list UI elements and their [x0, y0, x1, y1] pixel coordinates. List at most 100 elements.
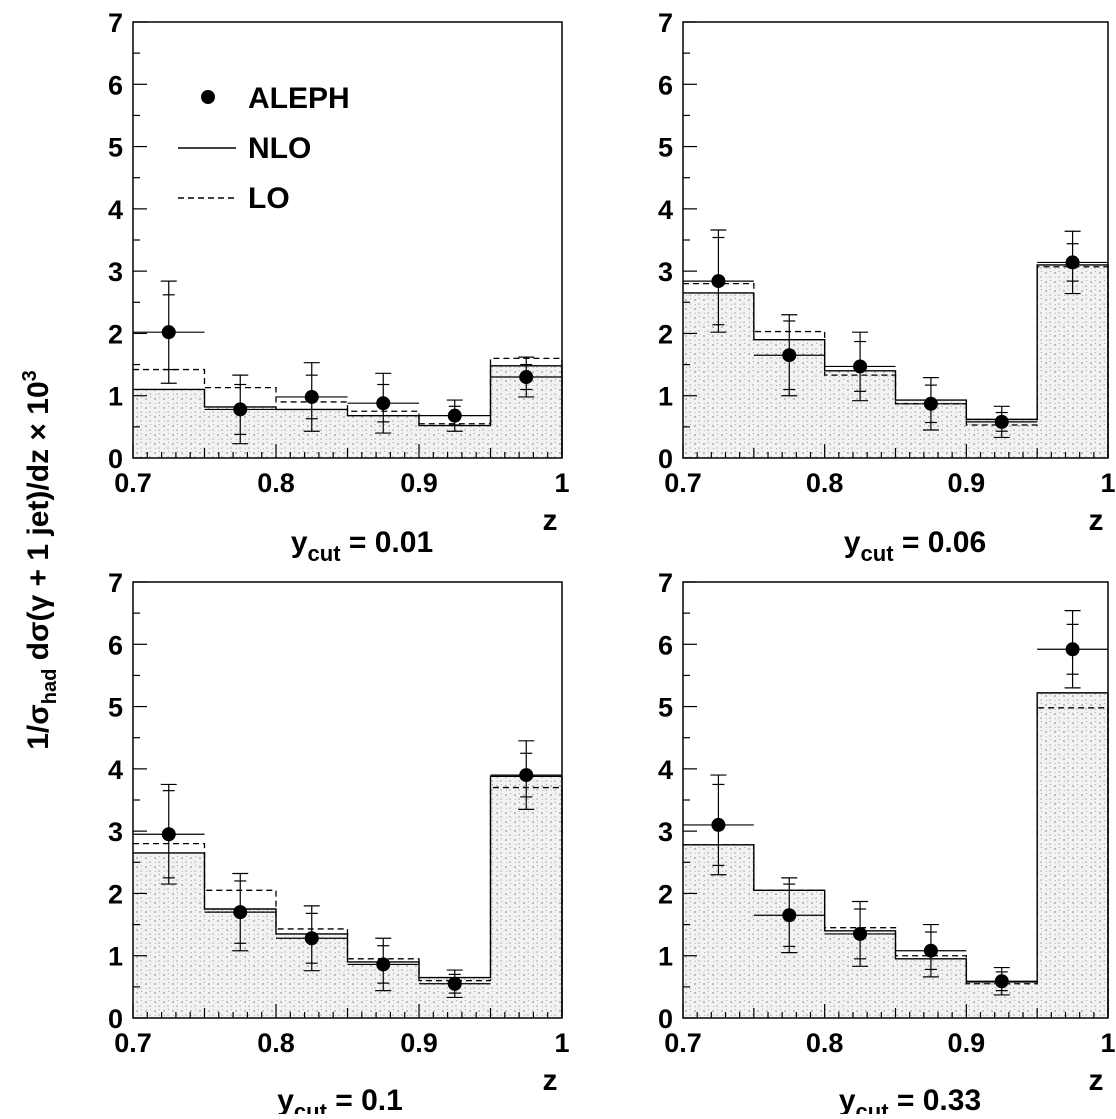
- aleph-marker: [304, 389, 319, 404]
- x-tick-label: 0.9: [948, 468, 986, 498]
- x-tick-label: 0.7: [114, 1028, 152, 1058]
- aleph-point: [276, 905, 348, 972]
- aleph-marker: [519, 768, 534, 783]
- aleph-point: [347, 937, 419, 992]
- aleph-point: [133, 783, 205, 885]
- aleph-point: [966, 966, 1038, 996]
- aleph-point: [1037, 610, 1108, 689]
- x-axis-title: z: [1089, 504, 1104, 537]
- aleph-point: [419, 399, 491, 432]
- x-tick-label: 0.8: [806, 468, 844, 498]
- y-tick-label: 2: [108, 319, 123, 349]
- y-tick-label: 3: [658, 257, 673, 287]
- y-tick-label: 6: [658, 70, 673, 100]
- y-tick-label: 0: [108, 1004, 123, 1034]
- x-tick-label: 1: [1100, 468, 1115, 498]
- y-tick-label: 3: [658, 817, 673, 847]
- y-tick-label: 2: [658, 319, 673, 349]
- y-tick-label: 5: [658, 133, 673, 163]
- y-tick-label: 5: [108, 133, 123, 163]
- aleph-point: [419, 969, 491, 999]
- nlo-histogram: [133, 365, 563, 458]
- panel-label: ycut = 0.06: [844, 526, 986, 566]
- aleph-marker: [923, 943, 938, 958]
- x-tick-label: 1: [1100, 1028, 1115, 1058]
- panel-2: 0 1 2 3 4 5 6 7 0.7 0.8 0.9 1 z ycut = 0.06: [658, 8, 1116, 566]
- y-tick-label: 0: [108, 444, 123, 474]
- aleph-point: [753, 314, 825, 397]
- x-tick-label: 0.7: [114, 468, 152, 498]
- legend-lo-label: LO: [248, 182, 290, 215]
- y-tick-label: 4: [658, 195, 673, 225]
- aleph-marker: [519, 370, 534, 385]
- aleph-point: [347, 372, 419, 434]
- y-tick-label: 1: [108, 382, 123, 412]
- nlo-shaded-area: [683, 264, 1108, 458]
- y-tick-label: 6: [108, 70, 123, 100]
- y-axis-title: 1/σhad dσ(γ + 1 jet)/dz × 103: [19, 370, 61, 750]
- aleph-point: [490, 740, 562, 810]
- aleph-marker: [233, 402, 248, 417]
- nlo-shaded-area: [683, 692, 1108, 1018]
- x-tick-label: 0.8: [257, 1028, 295, 1058]
- panel-label: ycut = 0.1: [277, 1084, 403, 1114]
- aleph-point: [204, 872, 276, 952]
- aleph-point: [683, 774, 754, 876]
- panel-label: ycut = 0.33: [839, 1084, 981, 1114]
- x-tick-label: 0.9: [400, 468, 438, 498]
- panel-3: 0 1 2 3 4 5 6 7 0.7 0.8 0.9 1 z ycut = 0.1: [108, 568, 570, 1119]
- aleph-marker: [161, 325, 176, 340]
- y-tick-label: 1: [108, 942, 123, 972]
- aleph-point: [895, 923, 967, 978]
- y-tick-label: 7: [658, 8, 673, 38]
- nlo-histogram: [683, 264, 1109, 458]
- x-tick-label: 0.8: [257, 468, 295, 498]
- panel-label: ycut = 0.01: [291, 526, 433, 566]
- aleph-marker: [376, 957, 391, 972]
- aleph-marker: [923, 396, 938, 411]
- aleph-point: [683, 229, 754, 333]
- aleph-marker: [304, 931, 319, 946]
- y-tick-label: 2: [108, 879, 123, 909]
- y-tick-label: 1: [658, 382, 673, 412]
- panels: 0 1 2 3 4 5 6 7 0.7 0.8 0.9 1 z ycut = 0.01 0 1 2 3 4 5 6 7 0.…: [108, 8, 1116, 1119]
- x-axis-title: z: [543, 504, 558, 537]
- legend-nlo-label: NLO: [248, 132, 311, 165]
- x-tick-label: 0.7: [664, 1028, 702, 1058]
- x-tick-label: 1: [554, 468, 569, 498]
- nlo-histogram: [683, 692, 1109, 1018]
- y-tick-label: 3: [108, 817, 123, 847]
- aleph-marker: [376, 396, 391, 411]
- y-tick-label: 0: [658, 1004, 673, 1034]
- nlo-histogram: [133, 775, 563, 1018]
- aleph-point: [753, 877, 825, 954]
- x-tick-label: 0.8: [806, 1028, 844, 1058]
- aleph-point: [824, 331, 896, 402]
- y-tick-label: 6: [108, 630, 123, 660]
- aleph-point: [895, 377, 967, 431]
- aleph-point: [490, 356, 562, 398]
- aleph-point: [1037, 230, 1108, 295]
- y-tick-label: 7: [108, 568, 123, 598]
- aleph-marker: [782, 348, 797, 363]
- aleph-marker: [447, 976, 462, 991]
- legend: ALEPH NLO LO: [178, 82, 350, 215]
- x-axis-title: z: [543, 1064, 558, 1097]
- y-tick-label: 4: [108, 755, 123, 785]
- aleph-marker: [853, 359, 868, 374]
- aleph-point: [204, 374, 276, 445]
- x-tick-label: 0.9: [948, 1028, 986, 1058]
- aleph-marker: [853, 926, 868, 941]
- aleph-marker: [1065, 255, 1080, 270]
- nlo-shaded-area: [133, 776, 562, 1018]
- aleph-point: [966, 405, 1038, 439]
- y-tick-label: 7: [108, 8, 123, 38]
- x-tick-label: 0.7: [664, 468, 702, 498]
- aleph-marker: [994, 974, 1009, 989]
- y-tick-label: 3: [108, 257, 123, 287]
- x-tick-label: 0.9: [400, 1028, 438, 1058]
- aleph-marker: [711, 817, 726, 832]
- x-axis-title: z: [1089, 1064, 1104, 1097]
